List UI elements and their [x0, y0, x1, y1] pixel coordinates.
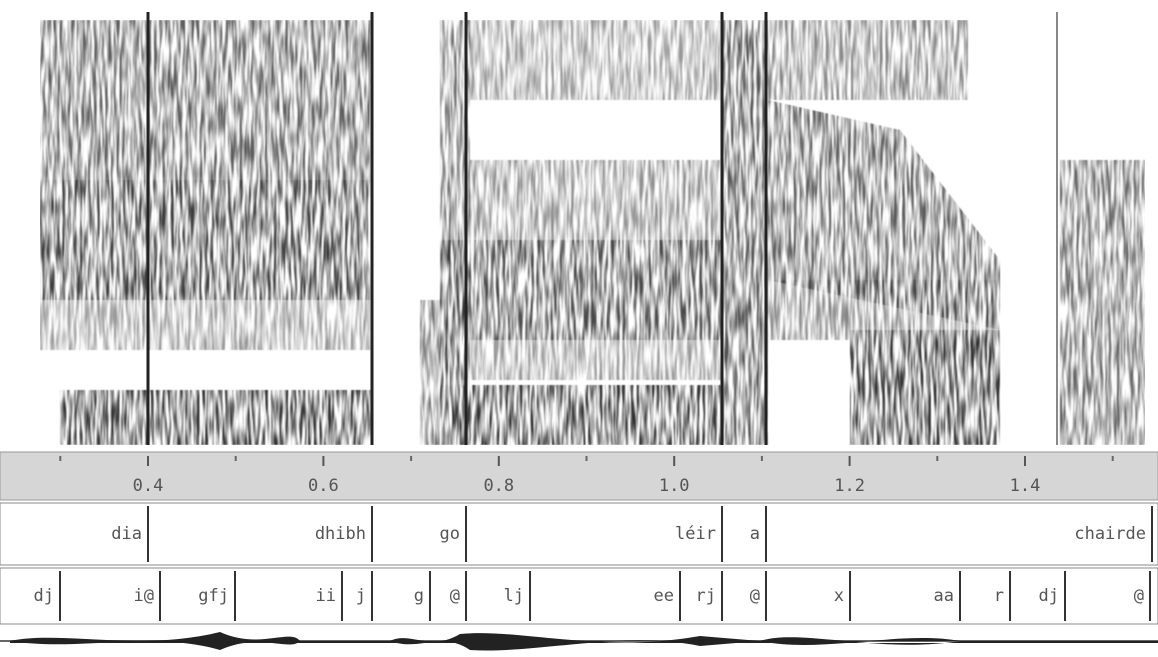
- tick-label: 1.4: [1010, 476, 1041, 496]
- interval-label: aa: [934, 586, 954, 606]
- interval-label: dj: [34, 586, 54, 606]
- interval-label: dj: [1039, 586, 1059, 606]
- tick-label: 0.4: [133, 476, 164, 496]
- word-tier: [0, 503, 1158, 565]
- interval-label: @: [1134, 586, 1144, 606]
- interval-label: go: [440, 524, 460, 544]
- interval-label: i@: [134, 586, 154, 606]
- tick-label: 0.6: [308, 476, 339, 496]
- interval-label: dia: [111, 524, 142, 544]
- interval-label: g: [414, 586, 424, 606]
- interval-label: léir: [675, 524, 716, 544]
- interval-label: @: [450, 586, 460, 606]
- interval-label: rj: [696, 586, 716, 606]
- interval-label: gfj: [198, 586, 229, 606]
- interval-label: ee: [654, 586, 674, 606]
- interval-label: a: [750, 524, 760, 544]
- tick-label: 1.2: [834, 476, 865, 496]
- interval-label: r: [994, 586, 1004, 606]
- interval-label: @: [750, 586, 760, 606]
- interval-label: j: [356, 586, 366, 606]
- interval-label: ii: [316, 586, 336, 606]
- interval-label: dhibh: [315, 524, 366, 544]
- tick-label: 1.0: [659, 476, 690, 496]
- tick-label: 0.8: [483, 476, 514, 496]
- annotation-view: 0.4 0.6 0.8 1.0 1.2 1.4 dia dhibh go léir a chaird…: [0, 0, 1158, 657]
- time-axis: [0, 452, 1158, 500]
- interval-label: x: [834, 586, 844, 606]
- interval-label: chairde: [1074, 524, 1146, 544]
- phone-tier: [0, 568, 1158, 624]
- interval-label: lj: [504, 586, 524, 606]
